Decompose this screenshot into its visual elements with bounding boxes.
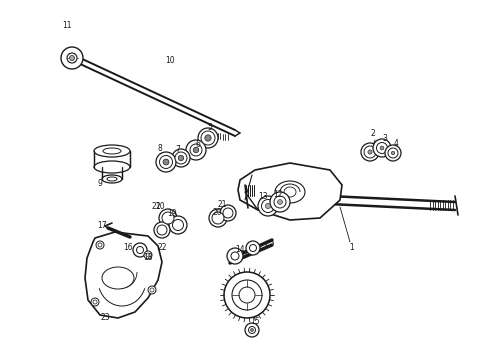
Circle shape [388, 148, 398, 158]
Text: 16: 16 [123, 243, 133, 252]
Circle shape [266, 203, 270, 208]
Ellipse shape [102, 175, 122, 183]
Circle shape [133, 243, 147, 257]
Text: 2: 2 [370, 129, 375, 138]
Circle shape [231, 252, 239, 260]
Circle shape [245, 323, 259, 337]
Circle shape [205, 135, 211, 141]
Text: 4: 4 [393, 139, 398, 148]
Circle shape [201, 131, 215, 145]
Circle shape [248, 327, 255, 333]
Text: 18: 18 [143, 253, 153, 262]
Circle shape [250, 328, 253, 332]
Circle shape [91, 298, 99, 306]
Text: 12: 12 [273, 189, 283, 198]
Circle shape [373, 139, 391, 157]
Ellipse shape [103, 148, 121, 154]
Circle shape [376, 143, 388, 153]
Circle shape [70, 55, 74, 60]
Text: 7: 7 [175, 144, 180, 153]
Circle shape [249, 244, 256, 252]
Ellipse shape [275, 181, 305, 203]
Circle shape [239, 287, 255, 303]
Circle shape [148, 286, 156, 294]
Text: 19: 19 [167, 208, 177, 217]
Circle shape [154, 222, 170, 238]
Circle shape [212, 212, 224, 224]
Circle shape [150, 288, 154, 292]
Ellipse shape [94, 161, 130, 173]
Circle shape [380, 146, 384, 150]
Circle shape [163, 159, 169, 165]
Text: 11: 11 [62, 21, 72, 30]
Circle shape [172, 149, 190, 167]
Circle shape [157, 225, 167, 235]
Circle shape [270, 192, 290, 212]
Circle shape [160, 156, 172, 168]
Circle shape [385, 145, 401, 161]
Circle shape [156, 152, 176, 172]
Circle shape [193, 147, 199, 153]
Text: 3: 3 [383, 134, 388, 143]
Circle shape [178, 155, 184, 161]
Circle shape [278, 199, 282, 204]
Circle shape [274, 196, 286, 208]
Circle shape [98, 243, 102, 247]
Text: 20: 20 [155, 202, 165, 211]
Circle shape [361, 143, 379, 161]
Circle shape [246, 241, 260, 255]
Circle shape [262, 199, 274, 212]
Circle shape [61, 47, 83, 69]
Ellipse shape [107, 177, 117, 181]
Text: 14: 14 [235, 246, 245, 255]
Text: 22: 22 [157, 243, 167, 252]
Text: 20: 20 [212, 207, 222, 216]
Text: 8: 8 [158, 144, 162, 153]
Polygon shape [102, 167, 122, 179]
Text: 6: 6 [196, 140, 200, 149]
Circle shape [368, 150, 372, 154]
Circle shape [209, 209, 227, 227]
Ellipse shape [102, 267, 134, 289]
Text: 15: 15 [250, 318, 260, 327]
Circle shape [227, 248, 243, 264]
Text: 10: 10 [165, 55, 175, 64]
Circle shape [172, 220, 183, 230]
Circle shape [223, 208, 233, 218]
Text: 21: 21 [217, 199, 227, 208]
Circle shape [220, 205, 236, 221]
Circle shape [190, 144, 202, 156]
Circle shape [232, 280, 262, 310]
Circle shape [67, 53, 77, 63]
Circle shape [93, 300, 97, 304]
Circle shape [96, 241, 104, 249]
Circle shape [224, 272, 270, 318]
Circle shape [198, 128, 218, 148]
Text: 13: 13 [258, 192, 268, 201]
Circle shape [162, 212, 174, 224]
Polygon shape [94, 151, 130, 167]
Circle shape [391, 151, 395, 155]
Text: 9: 9 [98, 179, 102, 188]
Circle shape [169, 216, 187, 234]
Ellipse shape [94, 145, 130, 157]
Polygon shape [85, 232, 162, 318]
Circle shape [175, 152, 187, 164]
Circle shape [137, 247, 144, 253]
Circle shape [364, 146, 376, 158]
Circle shape [146, 253, 150, 257]
Circle shape [159, 209, 177, 227]
Text: 1: 1 [350, 243, 354, 252]
Circle shape [258, 196, 278, 216]
Circle shape [186, 140, 206, 160]
Text: 5: 5 [208, 122, 213, 131]
Polygon shape [238, 163, 342, 220]
Text: 21: 21 [151, 202, 161, 211]
Text: 23: 23 [100, 314, 110, 323]
Circle shape [144, 251, 152, 259]
Text: 17: 17 [97, 220, 107, 230]
